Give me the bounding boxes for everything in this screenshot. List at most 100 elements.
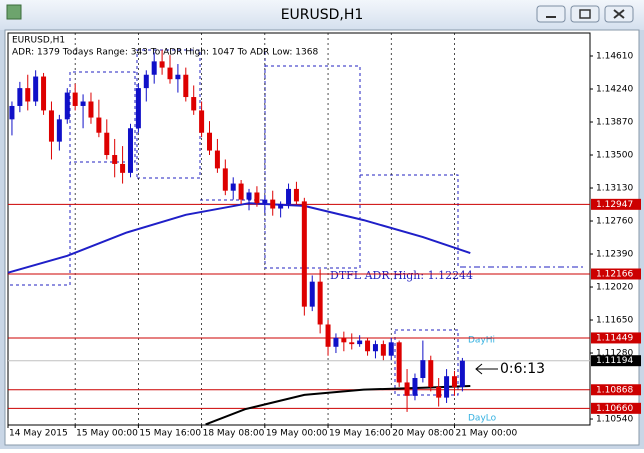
countdown: 0:6:13 bbox=[500, 361, 545, 377]
chart-subtitle: ADR: 1379 Todays Range: 343 To ADR High:… bbox=[12, 48, 318, 58]
minimize-button[interactable] bbox=[536, 5, 566, 23]
y-tick-label: 1.10540 bbox=[596, 415, 633, 425]
candle-body bbox=[143, 74, 149, 89]
candle-body bbox=[127, 128, 133, 173]
candle-body bbox=[175, 74, 181, 80]
level-price-box bbox=[591, 198, 641, 210]
range-box bbox=[264, 65, 361, 269]
candle-body bbox=[207, 132, 213, 151]
candle-body bbox=[357, 340, 363, 345]
candle-body bbox=[365, 340, 371, 352]
candle-body bbox=[254, 192, 260, 204]
x-tick-label: 20 May 08:00 bbox=[392, 429, 454, 439]
level-price-label: 1.11194 bbox=[596, 356, 633, 366]
x-tick-label: 15 May 00:00 bbox=[76, 429, 138, 439]
maximize-button[interactable] bbox=[570, 5, 600, 23]
level-price-label: 1.10660 bbox=[596, 404, 633, 414]
y-tick-label: 1.12760 bbox=[596, 217, 633, 227]
close-icon bbox=[613, 9, 625, 19]
countdown-arrow bbox=[475, 363, 498, 375]
candle-body bbox=[349, 342, 355, 345]
x-tick-label: 19 May 16:00 bbox=[329, 429, 391, 439]
level-price-box bbox=[591, 384, 641, 396]
range-box bbox=[360, 174, 459, 268]
candle-body bbox=[341, 337, 347, 343]
candle-body bbox=[444, 376, 450, 398]
candle-body bbox=[246, 192, 252, 200]
level-price-box bbox=[591, 355, 641, 367]
candle-body bbox=[293, 188, 299, 202]
candle-body bbox=[9, 105, 15, 120]
candle-body bbox=[301, 201, 307, 307]
level-price-label: 1.12947 bbox=[596, 200, 633, 210]
candle-body bbox=[167, 67, 173, 80]
candle-body bbox=[278, 204, 284, 209]
level-price-box bbox=[591, 402, 641, 414]
candle-body bbox=[151, 61, 157, 75]
level-price-label: 1.12166 bbox=[596, 269, 633, 279]
candle-body bbox=[112, 155, 118, 164]
level-price-box bbox=[591, 332, 641, 344]
candle-body bbox=[317, 281, 323, 325]
level-price-box bbox=[591, 268, 641, 280]
plot-frame bbox=[7, 32, 591, 426]
candle-body bbox=[56, 119, 62, 142]
y-tick-label: 1.13500 bbox=[596, 151, 633, 161]
candle-body bbox=[238, 183, 244, 200]
candle-body bbox=[412, 377, 418, 396]
candle-body bbox=[333, 337, 339, 347]
candle-body bbox=[396, 342, 402, 383]
y-tick-label: 1.13870 bbox=[596, 118, 633, 128]
candle-body bbox=[459, 360, 465, 387]
candle-body bbox=[191, 97, 197, 111]
candle-body bbox=[33, 76, 39, 102]
candle-body bbox=[404, 382, 410, 396]
window-icon bbox=[6, 4, 22, 20]
candle-body bbox=[183, 74, 189, 98]
candle-body bbox=[72, 92, 78, 106]
candle-body bbox=[25, 88, 31, 102]
chart-title: EURUSD,H1 bbox=[12, 36, 65, 46]
candle-body bbox=[222, 168, 228, 191]
candle-body bbox=[199, 110, 205, 133]
candle-body bbox=[88, 101, 94, 118]
y-tick-label: 1.12390 bbox=[596, 250, 633, 260]
candle-body bbox=[230, 183, 236, 191]
level-price-label: 1.11449 bbox=[596, 333, 633, 343]
x-tick-label: 14 May 2015 bbox=[9, 429, 68, 439]
day-low-label: DayLo bbox=[468, 414, 497, 424]
candle-body bbox=[436, 386, 442, 398]
candle-body bbox=[159, 61, 165, 68]
candle-body bbox=[104, 132, 110, 156]
candle-body bbox=[380, 344, 386, 356]
chart-area bbox=[4, 29, 640, 446]
candle-body bbox=[420, 360, 426, 378]
candle-body bbox=[80, 101, 86, 106]
candle-body bbox=[120, 163, 126, 173]
range-box bbox=[394, 329, 459, 396]
candle-body bbox=[428, 360, 434, 387]
candle-body bbox=[64, 92, 70, 120]
x-tick-label: 15 May 16:00 bbox=[139, 429, 201, 439]
y-tick-label: 1.11650 bbox=[596, 316, 633, 326]
x-tick-label: 18 May 08:00 bbox=[203, 429, 265, 439]
y-tick-label: 1.11280 bbox=[596, 349, 633, 359]
candle-body bbox=[388, 342, 394, 356]
candle-body bbox=[17, 88, 23, 106]
candle-body bbox=[270, 199, 276, 209]
candle-body bbox=[309, 281, 315, 307]
y-tick-label: 1.14610 bbox=[596, 52, 633, 62]
candle-body bbox=[135, 88, 141, 129]
candle-body bbox=[48, 110, 54, 142]
candle-body bbox=[372, 344, 378, 352]
candle-body bbox=[451, 376, 457, 387]
candle-body bbox=[325, 324, 331, 347]
day-high-label: DayHi bbox=[468, 336, 495, 346]
x-tick-label: 21 May 00:00 bbox=[455, 429, 517, 439]
y-tick-label: 1.14240 bbox=[596, 85, 633, 95]
y-tick-label: 1.12020 bbox=[596, 283, 633, 293]
candle-body bbox=[214, 150, 220, 169]
candle-body bbox=[41, 76, 47, 111]
